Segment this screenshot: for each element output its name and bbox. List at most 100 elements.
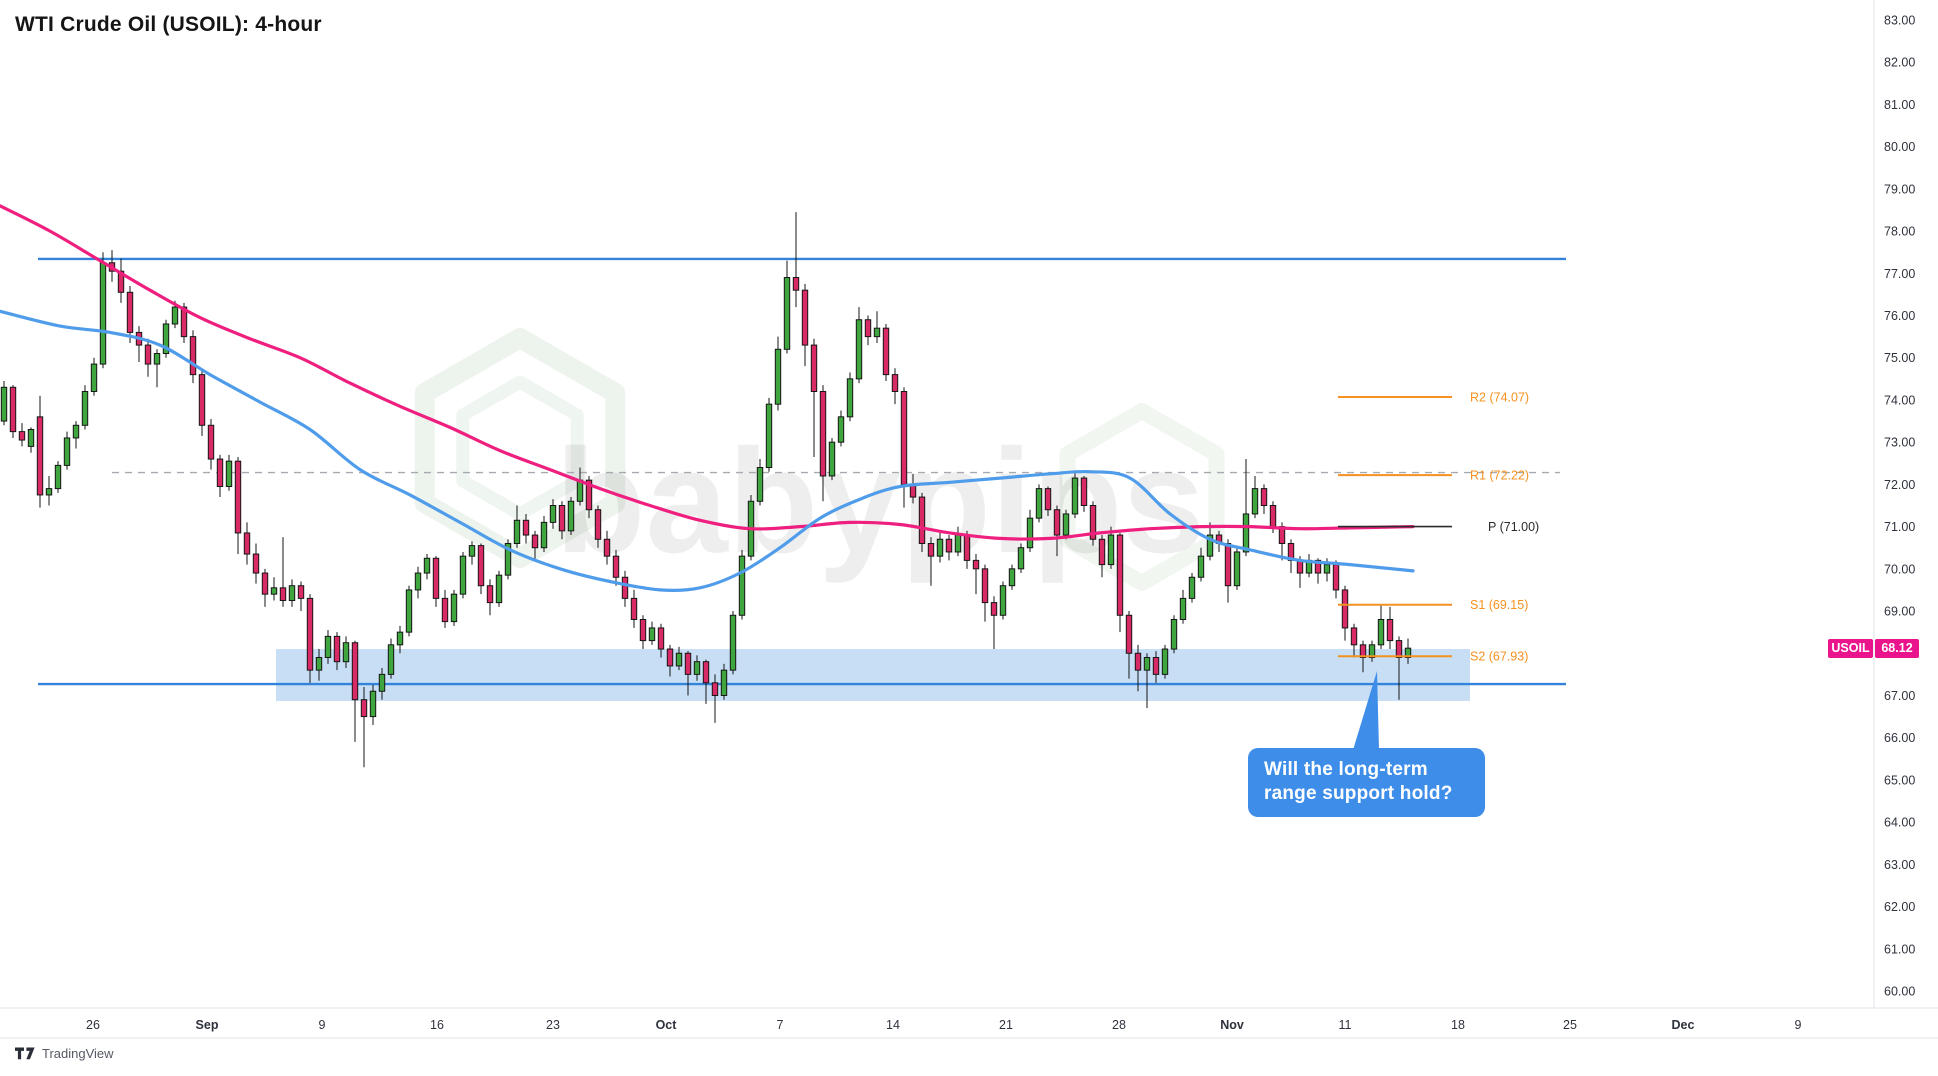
x-axis-tick-label: 18 (1451, 1018, 1465, 1032)
y-axis-tick-label: 67.00 (1884, 689, 1915, 703)
candle-down (1152, 656, 1160, 675)
candle-down (1260, 488, 1268, 506)
candle-up (1170, 618, 1178, 650)
candle-down (891, 374, 899, 393)
y-axis-tick-label: 70.00 (1884, 562, 1915, 576)
candle-up (63, 437, 71, 466)
candle-down (297, 585, 305, 599)
time-scale[interactable] (0, 1008, 1938, 1038)
candle-up (1143, 656, 1151, 671)
y-axis-tick-label: 73.00 (1884, 436, 1915, 450)
candle-down (1314, 559, 1322, 574)
candle-up (693, 661, 701, 675)
x-axis-tick-label: 14 (886, 1018, 900, 1032)
candle-up (1062, 513, 1070, 536)
pivot-label: P (71.00) (1488, 520, 1539, 534)
babypips-hexagon-watermark (1059, 403, 1225, 591)
candle-down (711, 682, 719, 696)
candle-down (702, 661, 710, 684)
x-axis-tick-label: 9 (319, 1018, 326, 1032)
candle-up (369, 690, 377, 718)
candle-up (1233, 551, 1241, 587)
price-scale[interactable] (1874, 0, 1938, 1008)
candle-down (9, 386, 17, 433)
x-axis-tick-label: 25 (1563, 1018, 1577, 1032)
candle-up (738, 555, 746, 616)
candle-up (225, 460, 233, 488)
candle-down (36, 416, 44, 496)
annotation-callout[interactable]: Will the long-term range support hold? (1248, 748, 1485, 817)
candle-down (1341, 589, 1349, 629)
callout-line-2: range support hold? (1264, 783, 1453, 804)
candle-down (630, 597, 638, 620)
candle-down (1224, 542, 1232, 587)
candle-down (639, 618, 647, 642)
candle-up (954, 534, 962, 553)
x-axis-tick-label: 23 (546, 1018, 560, 1032)
x-axis-tick-label: Dec (1672, 1018, 1695, 1032)
candle-down (1053, 509, 1061, 536)
support-zone[interactable] (276, 649, 1470, 701)
candle-down (486, 585, 494, 604)
x-axis-tick-label: 11 (1339, 1018, 1352, 1032)
candle-up (468, 545, 476, 557)
moving-average-pink[interactable] (0, 204, 1415, 541)
pivot-label: R1 (72.22) (1470, 469, 1529, 483)
y-axis-tick-label: 61.00 (1884, 942, 1915, 956)
candle-up (1071, 477, 1079, 515)
candle-down (522, 519, 530, 536)
candle-down (1350, 627, 1358, 646)
candle-up (549, 505, 557, 523)
candle-down (1359, 644, 1367, 658)
candle-down (1080, 477, 1088, 506)
tradingview-logo-icon (15, 1047, 35, 1060)
candle-up (378, 673, 386, 692)
candle-up (27, 429, 35, 447)
candle-up (837, 416, 845, 443)
candle-down (972, 559, 980, 570)
babypips-watermark: babypips (414, 328, 1225, 591)
candle-down (927, 542, 935, 557)
y-axis-tick-label: 69.00 (1884, 605, 1915, 619)
candle-up (648, 627, 656, 642)
candle-up (756, 467, 764, 502)
candle-up (0, 386, 8, 422)
candle-down (963, 534, 971, 561)
candle-down (333, 635, 341, 663)
candle-up (855, 319, 863, 380)
candle-up (504, 542, 512, 576)
moving-average-blue[interactable] (0, 309, 1415, 593)
y-axis-tick-label: 60.00 (1884, 985, 1915, 999)
y-axis-tick-label: 77.00 (1884, 267, 1915, 281)
candle-down (792, 277, 800, 291)
candle-down (918, 496, 926, 544)
candle-down (198, 374, 206, 426)
candle-down (234, 460, 242, 534)
price-axis-symbol-badge: USOIL (1828, 639, 1873, 658)
tradingview-attribution[interactable]: TradingView (14, 1046, 114, 1061)
y-axis-tick-label: 76.00 (1884, 309, 1915, 323)
candle-down (621, 576, 629, 599)
candle-up (90, 363, 98, 393)
candle-up (81, 391, 89, 426)
page-title: WTI Crude Oil (USOIL): 4-hour (15, 13, 322, 36)
candle-up (153, 353, 161, 365)
candle-down (360, 699, 368, 718)
candle-up (765, 403, 773, 469)
candle-down (261, 572, 269, 595)
candle-up (936, 538, 944, 557)
candle-up (315, 656, 323, 671)
candle-down (990, 602, 998, 616)
y-axis-tick-label: 64.00 (1884, 816, 1915, 830)
candle-up (828, 441, 836, 477)
candle-up (459, 555, 467, 595)
x-axis-tick-label: Oct (656, 1018, 678, 1032)
candle-up (270, 587, 278, 595)
candle-up (1242, 513, 1250, 553)
candle-down (684, 652, 692, 675)
candle-up (1197, 555, 1205, 578)
candle-down (1296, 559, 1304, 574)
candle-up (405, 589, 413, 633)
